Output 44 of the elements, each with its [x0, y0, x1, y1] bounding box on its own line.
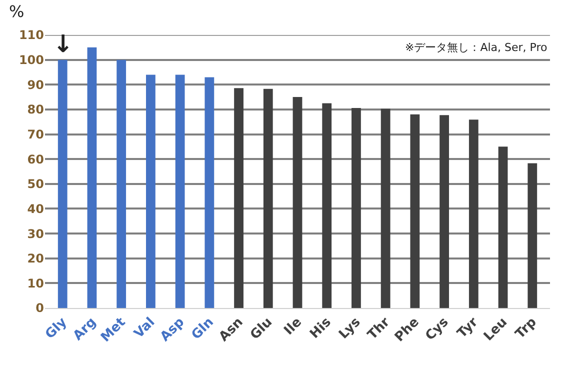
y-axis-title: % [9, 2, 24, 21]
bar [440, 115, 449, 308]
x-tick-label: Val [132, 314, 158, 342]
bar [352, 108, 361, 308]
bar [234, 88, 244, 308]
y-tick-label: 30 [27, 226, 44, 241]
annotation: ※データ無し：Ala, Ser, Pro [405, 41, 548, 54]
x-tick-label: Trp [512, 314, 540, 342]
y-tick-label: 60 [27, 152, 44, 166]
bar [175, 74, 185, 308]
y-tick-label: 0 [36, 301, 44, 316]
bar [468, 120, 478, 308]
bar [380, 108, 390, 308]
x-tick-label: Leu [481, 314, 510, 344]
bar [498, 146, 508, 308]
bar [87, 47, 97, 308]
bar [204, 77, 214, 308]
y-tick-label: 70 [27, 127, 44, 142]
annotation: ↓ [53, 30, 74, 58]
x-tick-label: Lys [336, 314, 364, 342]
bar [292, 97, 302, 308]
x-tick-label: Glu [248, 314, 276, 343]
bar [410, 114, 420, 308]
y-tick-label: 10 [27, 276, 44, 290]
y-tick-label: 20 [27, 252, 44, 266]
x-tick-label: Tyr [454, 314, 482, 342]
y-tick-label: 110 [18, 28, 44, 42]
x-tick-label: Gln [188, 314, 217, 343]
y-tick-label: 80 [27, 102, 44, 117]
x-tick-label: Gly [42, 314, 70, 342]
bar [528, 163, 538, 308]
y-tick-label: 90 [27, 78, 44, 92]
bar [322, 103, 332, 308]
bar [116, 60, 126, 308]
bar [58, 60, 68, 308]
bar [146, 74, 156, 308]
bar [263, 88, 273, 308]
y-tick-label: 50 [27, 177, 44, 192]
y-tick-label: 100 [18, 53, 44, 68]
x-tick-label: His [307, 314, 334, 342]
x-tick-label: Cys [422, 314, 452, 344]
y-tick-label: 40 [27, 202, 44, 216]
x-tick-label: Ile [282, 314, 306, 338]
x-tick-label: Thr [365, 314, 394, 343]
